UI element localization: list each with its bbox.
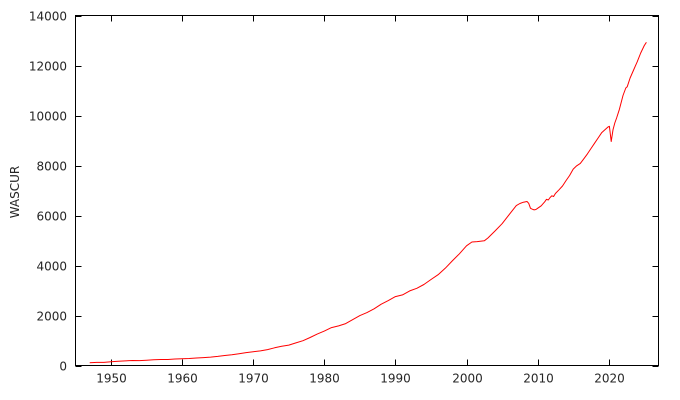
y-tick-label: 10000 — [29, 110, 67, 124]
x-tick-label: 2020 — [594, 372, 625, 386]
y-tick-label: 4000 — [36, 260, 67, 274]
y-tick-label: 14000 — [29, 10, 67, 24]
x-tick-label: 2010 — [523, 372, 554, 386]
y-tick-label: 0 — [59, 360, 67, 374]
x-tick-label: 1990 — [380, 372, 411, 386]
y-tick-label: 6000 — [36, 210, 67, 224]
wascur-series-line — [89, 42, 647, 364]
y-tick-label: 2000 — [36, 310, 67, 324]
y-tick-label: 8000 — [36, 160, 67, 174]
plot-border — [75, 15, 659, 366]
x-tick-label: 1970 — [238, 372, 269, 386]
x-tick-label: 1950 — [96, 372, 127, 386]
x-tick-label: 1960 — [167, 372, 198, 386]
x-tick-label: 1980 — [309, 372, 340, 386]
y-tick-label: 12000 — [29, 60, 67, 74]
x-tick-label: 2000 — [452, 372, 483, 386]
